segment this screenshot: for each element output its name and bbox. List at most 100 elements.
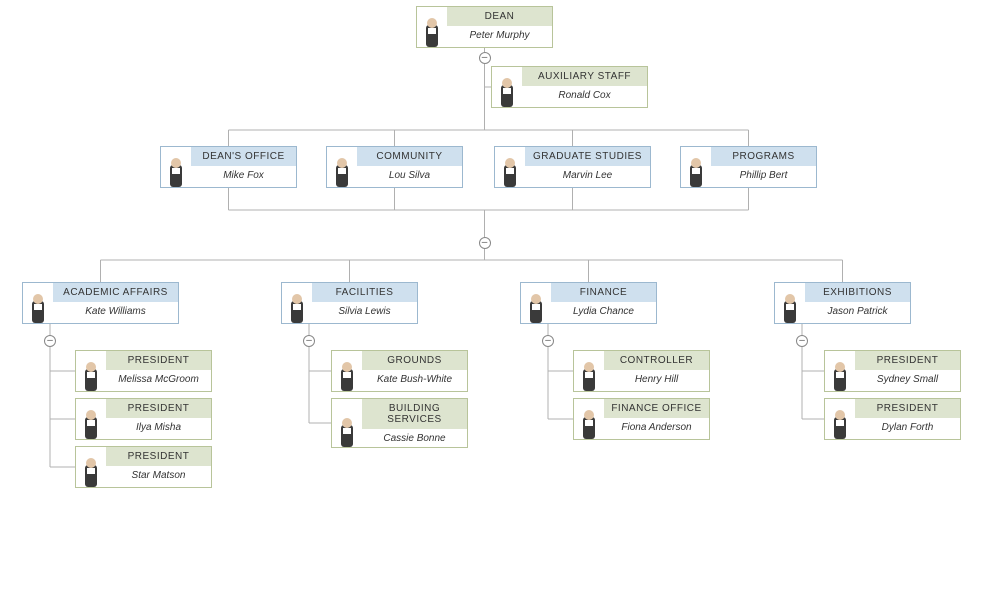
person-photo <box>492 67 522 107</box>
node-title: AUXILIARY STAFF <box>522 67 647 86</box>
person-photo <box>327 147 357 187</box>
node-text-wrap: AUXILIARY STAFFRonald Cox <box>522 67 647 107</box>
node-title: GROUNDS <box>362 351 467 370</box>
org-node-building[interactable]: BUILDING SERVICESCassie Bonne <box>331 398 468 448</box>
node-title: PRESIDENT <box>855 399 960 418</box>
node-text-wrap: PRESIDENTIlya Misha <box>106 399 211 439</box>
node-name: Kate Bush-White <box>362 370 467 389</box>
person-photo <box>282 283 312 323</box>
org-node-programs[interactable]: PROGRAMSPhillip Bert <box>680 146 817 188</box>
collapse-toggle[interactable]: – <box>479 52 491 64</box>
person-photo <box>161 147 191 187</box>
person-photo <box>417 7 447 47</box>
node-title: EXHIBITIONS <box>805 283 910 302</box>
collapse-toggle[interactable]: – <box>303 335 315 347</box>
person-photo <box>681 147 711 187</box>
org-node-dean[interactable]: DEANPeter Murphy <box>416 6 553 48</box>
node-title: ACADEMIC AFFAIRS <box>53 283 178 302</box>
node-text-wrap: GROUNDSKate Bush-White <box>362 351 467 391</box>
node-text-wrap: BUILDING SERVICESCassie Bonne <box>362 399 467 447</box>
node-title: COMMUNITY <box>357 147 462 166</box>
org-node-deans_off[interactable]: DEAN'S OFFICEMike Fox <box>160 146 297 188</box>
node-text-wrap: FINANCE OFFICEFiona Anderson <box>604 399 709 439</box>
node-title: PROGRAMS <box>711 147 816 166</box>
person-photo <box>574 399 604 439</box>
node-name: Jason Patrick <box>805 302 910 321</box>
person-photo <box>332 351 362 391</box>
node-text-wrap: FINANCELydia Chance <box>551 283 656 323</box>
node-text-wrap: DEAN'S OFFICEMike Fox <box>191 147 296 187</box>
node-title: FACILITIES <box>312 283 417 302</box>
node-title: PRESIDENT <box>106 399 211 418</box>
node-title: FINANCE <box>551 283 656 302</box>
node-text-wrap: ACADEMIC AFFAIRSKate Williams <box>53 283 178 323</box>
collapse-toggle[interactable]: – <box>542 335 554 347</box>
node-name: Ilya Misha <box>106 418 211 437</box>
org-node-aux[interactable]: AUXILIARY STAFFRonald Cox <box>491 66 648 108</box>
org-node-pres4[interactable]: PRESIDENTSydney Small <box>824 350 961 392</box>
org-node-finance[interactable]: FINANCELydia Chance <box>520 282 657 324</box>
org-node-grad[interactable]: GRADUATE STUDIESMarvin Lee <box>494 146 651 188</box>
org-node-finoff[interactable]: FINANCE OFFICEFiona Anderson <box>573 398 710 440</box>
org-node-controller[interactable]: CONTROLLERHenry Hill <box>573 350 710 392</box>
person-photo <box>76 399 106 439</box>
node-title: FINANCE OFFICE <box>604 399 709 418</box>
node-name: Ronald Cox <box>522 86 647 105</box>
person-photo <box>76 447 106 487</box>
node-name: Peter Murphy <box>447 26 552 45</box>
node-title: PRESIDENT <box>106 351 211 370</box>
node-title: DEAN <box>447 7 552 26</box>
node-name: Lydia Chance <box>551 302 656 321</box>
node-title: PRESIDENT <box>855 351 960 370</box>
node-text-wrap: EXHIBITIONSJason Patrick <box>805 283 910 323</box>
person-photo <box>825 399 855 439</box>
org-node-pres3[interactable]: PRESIDENTStar Matson <box>75 446 212 488</box>
node-name: Silvia Lewis <box>312 302 417 321</box>
person-photo <box>775 283 805 323</box>
org-node-facilities[interactable]: FACILITIESSilvia Lewis <box>281 282 418 324</box>
person-photo <box>495 147 525 187</box>
org-node-grounds[interactable]: GROUNDSKate Bush-White <box>331 350 468 392</box>
collapse-toggle[interactable]: – <box>44 335 56 347</box>
org-chart-canvas: DEANPeter Murphy AUXILIARY STAFFRonald C… <box>0 0 990 600</box>
node-text-wrap: PRESIDENTSydney Small <box>855 351 960 391</box>
node-name: Kate Williams <box>53 302 178 321</box>
node-text-wrap: PRESIDENTDylan Forth <box>855 399 960 439</box>
node-text-wrap: PRESIDENTMelissa McGroom <box>106 351 211 391</box>
node-title: DEAN'S OFFICE <box>191 147 296 166</box>
node-text-wrap: CONTROLLERHenry Hill <box>604 351 709 391</box>
org-node-pres1[interactable]: PRESIDENTMelissa McGroom <box>75 350 212 392</box>
node-text-wrap: GRADUATE STUDIESMarvin Lee <box>525 147 650 187</box>
node-text-wrap: DEANPeter Murphy <box>447 7 552 47</box>
node-title: GRADUATE STUDIES <box>525 147 650 166</box>
node-name: Lou Silva <box>357 166 462 185</box>
collapse-toggle[interactable]: – <box>796 335 808 347</box>
person-photo <box>76 351 106 391</box>
node-name: Sydney Small <box>855 370 960 389</box>
node-name: Dylan Forth <box>855 418 960 437</box>
node-name: Marvin Lee <box>525 166 650 185</box>
org-node-pres2[interactable]: PRESIDENTIlya Misha <box>75 398 212 440</box>
node-name: Melissa McGroom <box>106 370 211 389</box>
collapse-toggle[interactable]: – <box>479 237 491 249</box>
node-text-wrap: FACILITIESSilvia Lewis <box>312 283 417 323</box>
org-node-community[interactable]: COMMUNITYLou Silva <box>326 146 463 188</box>
person-photo <box>521 283 551 323</box>
node-title: BUILDING SERVICES <box>362 399 467 429</box>
person-photo <box>574 351 604 391</box>
person-photo <box>332 399 362 447</box>
node-name: Star Matson <box>106 466 211 485</box>
node-title: CONTROLLER <box>604 351 709 370</box>
node-text-wrap: PROGRAMSPhillip Bert <box>711 147 816 187</box>
person-photo <box>825 351 855 391</box>
person-photo <box>23 283 53 323</box>
node-name: Phillip Bert <box>711 166 816 185</box>
org-node-academic[interactable]: ACADEMIC AFFAIRSKate Williams <box>22 282 179 324</box>
node-name: Henry Hill <box>604 370 709 389</box>
org-node-pres5[interactable]: PRESIDENTDylan Forth <box>824 398 961 440</box>
node-name: Mike Fox <box>191 166 296 185</box>
node-text-wrap: COMMUNITYLou Silva <box>357 147 462 187</box>
org-node-exhibit[interactable]: EXHIBITIONSJason Patrick <box>774 282 911 324</box>
node-name: Cassie Bonne <box>362 429 467 448</box>
node-title: PRESIDENT <box>106 447 211 466</box>
